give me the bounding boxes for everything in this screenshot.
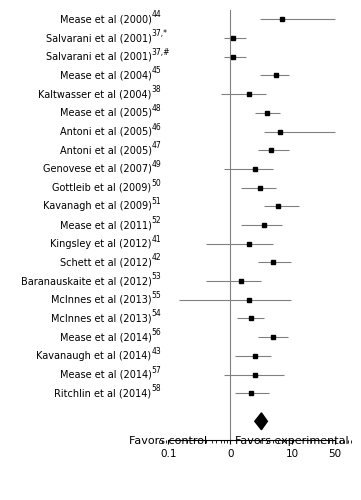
Text: Salvarani et al (2001): Salvarani et al (2001) — [46, 52, 152, 62]
Text: Mease et al (2011): Mease et al (2011) — [60, 220, 152, 230]
Text: Mease et al (2004): Mease et al (2004) — [60, 70, 152, 81]
Text: Mease et al (2005): Mease et al (2005) — [60, 108, 152, 118]
Text: McInnes et al (2013): McInnes et al (2013) — [51, 314, 152, 324]
Text: 41: 41 — [152, 234, 161, 244]
Text: 52: 52 — [152, 216, 161, 225]
Text: 49: 49 — [152, 160, 161, 169]
Text: Antoni et al (2005): Antoni et al (2005) — [60, 145, 152, 155]
Text: 57: 57 — [152, 366, 161, 374]
Text: Mease et al (2014): Mease et al (2014) — [60, 332, 152, 342]
Text: 45: 45 — [152, 66, 161, 76]
Text: 37,#: 37,# — [152, 48, 170, 56]
Text: 53: 53 — [152, 272, 161, 281]
Text: 48: 48 — [152, 104, 161, 113]
Polygon shape — [255, 413, 268, 430]
Text: Mease et al (2014): Mease et al (2014) — [60, 370, 152, 380]
Text: Favors experimental: Favors experimental — [235, 436, 349, 446]
Text: 55: 55 — [152, 291, 161, 300]
Text: 58: 58 — [152, 384, 161, 394]
Text: 43: 43 — [152, 347, 161, 356]
Text: 46: 46 — [152, 122, 161, 132]
Text: McInnes et al (2013): McInnes et al (2013) — [51, 295, 152, 305]
Text: Baranauskaite et al (2012): Baranauskaite et al (2012) — [21, 276, 152, 286]
Text: 56: 56 — [152, 328, 161, 337]
Text: Antoni et al (2005): Antoni et al (2005) — [60, 126, 152, 136]
Text: Kingsley et al (2012): Kingsley et al (2012) — [50, 238, 152, 248]
Text: 54: 54 — [152, 310, 161, 318]
Text: 37,*: 37,* — [152, 29, 168, 38]
Text: 47: 47 — [152, 141, 161, 150]
Text: Ritchlin et al (2014): Ritchlin et al (2014) — [55, 388, 152, 398]
Text: Favors control: Favors control — [129, 436, 208, 446]
Text: Gottleib et al (2009): Gottleib et al (2009) — [52, 182, 152, 192]
Text: Kavanagh et al (2009): Kavanagh et al (2009) — [43, 202, 152, 211]
Text: Mease et al (2000): Mease et al (2000) — [60, 14, 152, 24]
Text: 44: 44 — [152, 10, 161, 20]
Text: Schett et al (2012): Schett et al (2012) — [60, 258, 152, 268]
Text: 42: 42 — [152, 254, 161, 262]
Text: 38: 38 — [152, 85, 161, 94]
Text: Genovese et al (2007): Genovese et al (2007) — [43, 164, 152, 174]
Text: Salvarani et al (2001): Salvarani et al (2001) — [46, 33, 152, 43]
Text: 50: 50 — [152, 178, 161, 188]
Text: Kaltwasser et al (2004): Kaltwasser et al (2004) — [38, 89, 152, 99]
Text: Kavanaugh et al (2014): Kavanaugh et al (2014) — [36, 351, 152, 361]
Text: 51: 51 — [152, 198, 161, 206]
